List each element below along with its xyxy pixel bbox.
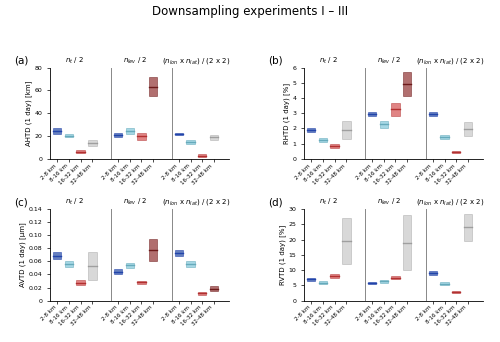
Text: $n_t$ / 2: $n_t$ / 2 bbox=[66, 55, 84, 66]
Bar bbox=[403, 215, 411, 270]
Bar bbox=[342, 121, 350, 139]
Text: (b): (b) bbox=[268, 56, 283, 66]
Bar bbox=[318, 281, 327, 284]
Bar bbox=[53, 252, 62, 260]
Bar bbox=[210, 135, 218, 140]
Bar bbox=[464, 122, 472, 136]
Bar bbox=[64, 134, 73, 137]
Text: $n_{lev}$ / 2: $n_{lev}$ / 2 bbox=[124, 55, 148, 66]
Bar bbox=[76, 150, 85, 153]
Bar bbox=[318, 137, 327, 142]
Bar bbox=[342, 218, 350, 264]
Text: $n_t$ / 2: $n_t$ / 2 bbox=[66, 197, 84, 207]
Text: (c): (c) bbox=[14, 197, 28, 207]
Bar bbox=[307, 129, 316, 132]
Text: (a): (a) bbox=[14, 56, 29, 66]
Bar bbox=[137, 281, 145, 284]
Text: $n_{lev}$ / 2: $n_{lev}$ / 2 bbox=[378, 197, 402, 207]
Bar bbox=[64, 261, 73, 267]
Bar bbox=[174, 133, 183, 135]
Bar bbox=[174, 250, 183, 256]
Text: (d): (d) bbox=[268, 197, 283, 207]
Y-axis label: RVTD (1 day) [%]: RVTD (1 day) [%] bbox=[279, 225, 286, 285]
Bar bbox=[88, 140, 96, 146]
Bar bbox=[210, 286, 218, 291]
Bar bbox=[76, 280, 85, 285]
Y-axis label: AVTD (1 day) [μm]: AVTD (1 day) [μm] bbox=[20, 223, 26, 287]
Text: $n_{lev}$ / 2: $n_{lev}$ / 2 bbox=[124, 197, 148, 207]
Text: $(n_{lon}$ x $n_{lat})$ / (2 x 2): $(n_{lon}$ x $n_{lat})$ / (2 x 2) bbox=[416, 56, 484, 66]
Bar bbox=[330, 274, 339, 278]
Bar bbox=[391, 276, 400, 279]
Text: $n_{lev}$ / 2: $n_{lev}$ / 2 bbox=[378, 55, 402, 66]
Bar bbox=[198, 154, 206, 157]
Text: $n_t$ / 2: $n_t$ / 2 bbox=[319, 197, 338, 207]
Bar bbox=[198, 292, 206, 295]
Bar bbox=[452, 291, 460, 293]
Text: $(n_{lon}$ x $n_{lat})$ / (2 x 2): $(n_{lon}$ x $n_{lat})$ / (2 x 2) bbox=[162, 56, 230, 66]
Y-axis label: RHTD (1 day) [%]: RHTD (1 day) [%] bbox=[283, 83, 290, 144]
Bar bbox=[114, 133, 122, 137]
Bar bbox=[307, 278, 316, 281]
Y-axis label: AHTD (1 day) [km]: AHTD (1 day) [km] bbox=[25, 81, 32, 146]
Text: $(n_{lon}$ x $n_{lat})$ / (2 x 2): $(n_{lon}$ x $n_{lat})$ / (2 x 2) bbox=[416, 197, 484, 207]
Bar bbox=[368, 282, 376, 284]
Bar bbox=[440, 134, 448, 139]
Bar bbox=[391, 103, 400, 116]
Bar bbox=[186, 261, 194, 267]
Bar bbox=[88, 252, 96, 280]
Bar bbox=[428, 113, 437, 116]
Bar bbox=[186, 140, 194, 144]
Bar bbox=[126, 263, 134, 268]
Bar bbox=[403, 72, 411, 96]
Bar bbox=[380, 280, 388, 283]
Bar bbox=[114, 268, 122, 274]
Bar bbox=[149, 239, 158, 261]
Bar bbox=[440, 282, 448, 285]
Bar bbox=[126, 128, 134, 134]
Bar bbox=[368, 112, 376, 116]
Bar bbox=[464, 214, 472, 241]
Text: $(n_{lon}$ x $n_{lat})$ / (2 x 2): $(n_{lon}$ x $n_{lat})$ / (2 x 2) bbox=[162, 197, 230, 207]
Bar bbox=[330, 144, 339, 148]
Text: $n_t$ / 2: $n_t$ / 2 bbox=[319, 55, 338, 66]
Text: Downsampling experiments I – III: Downsampling experiments I – III bbox=[152, 5, 348, 18]
Bar bbox=[380, 121, 388, 128]
Bar bbox=[137, 133, 145, 140]
Bar bbox=[53, 128, 62, 134]
Bar bbox=[149, 77, 158, 96]
Bar bbox=[452, 151, 460, 153]
Bar bbox=[428, 271, 437, 275]
